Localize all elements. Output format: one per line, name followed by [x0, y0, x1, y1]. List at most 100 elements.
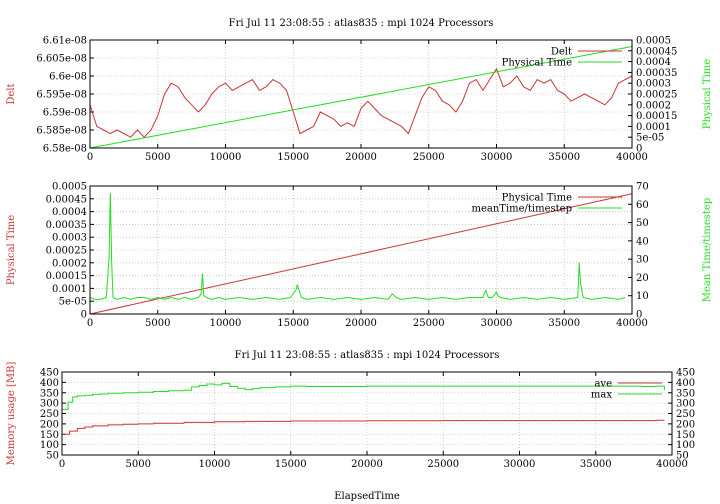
x-tick-label: 25000 — [413, 152, 445, 163]
series-line-delt — [89, 68, 633, 138]
y-tick-label: 0.00035 — [46, 220, 87, 231]
x-tick-label: 15000 — [277, 318, 309, 329]
series-line-physical-time — [89, 46, 633, 149]
y2-tick-label: 0.0001 — [636, 122, 671, 133]
y-tick-label: 6.61e-08 — [43, 36, 87, 47]
x-tick-label: 25000 — [413, 318, 445, 329]
y2-tick-label: 250 — [676, 409, 695, 420]
x-tick-label: 30000 — [481, 152, 513, 163]
x-tick-label: 0 — [59, 459, 65, 470]
y2-tick-label: 350 — [676, 388, 695, 399]
y2-tick-label: 0 — [636, 144, 642, 155]
y2-tick-label: 0 — [636, 310, 642, 321]
y-tick-label: 0.00045 — [46, 194, 87, 205]
y-tick-label: 0.00015 — [46, 271, 87, 282]
y2-tick-label: 0.0002 — [636, 100, 671, 111]
y2-axis-label: Mean Time/timestep — [702, 198, 713, 302]
y2-tick-label: 50 — [636, 218, 649, 229]
y-tick-label: 6.605e-08 — [36, 54, 87, 65]
chart-title: Fri Jul 11 23:08:55 : atlas835 : mpi 102… — [235, 350, 500, 361]
y2-tick-label: 150 — [676, 430, 695, 441]
y2-tick-label: 0.0003 — [636, 79, 671, 90]
y-tick-label: 6.58e-08 — [43, 144, 87, 155]
y2-axis-label: Physical Time — [702, 59, 713, 129]
x-tick-label: 5000 — [126, 459, 151, 470]
x-tick-label: 40000 — [616, 318, 648, 329]
x-tick-label: 25000 — [427, 459, 459, 470]
plot-frame — [89, 39, 633, 149]
x-tick-label: 35000 — [548, 318, 580, 329]
y-tick-label: 0.0001 — [52, 284, 87, 295]
x-tick-label: 30000 — [504, 459, 536, 470]
y-tick-label: 6.595e-08 — [36, 90, 87, 101]
y2-tick-label: 30 — [636, 255, 649, 266]
x-tick-label: 0 — [87, 318, 93, 329]
x-tick-label: 5000 — [145, 152, 170, 163]
y-tick-label: 6.6e-08 — [49, 72, 87, 83]
x-tick-label: 10000 — [210, 318, 242, 329]
chart-panel-1: Fri Jul 11 23:08:55 : atlas835 : mpi 102… — [6, 18, 713, 163]
plot-frame — [89, 185, 633, 315]
series-line-physical-time — [89, 193, 633, 315]
y2-tick-label: 200 — [676, 419, 695, 430]
x-tick-label: 20000 — [345, 318, 377, 329]
x-tick-label: 40000 — [656, 459, 688, 470]
y2-tick-label: 400 — [676, 378, 695, 389]
y-tick-label: 150 — [40, 430, 59, 441]
y2-tick-label: 60 — [636, 200, 649, 211]
y-tick-label: 200 — [40, 419, 59, 430]
plot-frame — [61, 371, 673, 456]
y-tick-label: 0 — [81, 310, 87, 321]
y2-tick-label: 20 — [636, 273, 649, 284]
y-tick-label: 450 — [40, 368, 59, 379]
y-tick-label: 0.0003 — [52, 233, 87, 244]
y-axis-label: Delt — [6, 83, 17, 104]
x-tick-label: 20000 — [345, 152, 377, 163]
y2-tick-label: 0.00025 — [636, 90, 677, 101]
y-tick-label: 350 — [40, 388, 59, 399]
x-axis-label: ElapsedTime — [334, 491, 400, 502]
x-tick-label: 30000 — [481, 318, 513, 329]
y-tick-label: 6.585e-08 — [36, 126, 87, 137]
y-axis-label: Physical Time — [6, 215, 17, 285]
y-tick-label: 5e-05 — [59, 297, 87, 308]
y-tick-label: 0.0005 — [52, 182, 87, 193]
x-tick-label: 35000 — [548, 152, 580, 163]
series-line-meantime-timestep — [89, 192, 626, 300]
x-tick-label: 15000 — [277, 152, 309, 163]
legend-label: ave — [594, 379, 612, 390]
y2-tick-label: 450 — [676, 368, 695, 379]
y2-tick-label: 0.00045 — [636, 46, 677, 57]
chart-title: Fri Jul 11 23:08:55 : atlas835 : mpi 102… — [229, 18, 494, 29]
series-line-ave — [62, 419, 665, 435]
y2-tick-label: 0.0005 — [636, 36, 671, 47]
y2-tick-label: 50 — [676, 451, 689, 462]
legend-label: meanTime/timestep — [471, 204, 572, 215]
y-tick-label: 0.0004 — [52, 207, 87, 218]
x-tick-label: 35000 — [580, 459, 612, 470]
x-tick-label: 15000 — [275, 459, 307, 470]
y2-tick-label: 0.00035 — [636, 68, 677, 79]
legend-label: Physical Time — [502, 58, 572, 69]
y-tick-label: 6.59e-08 — [43, 108, 87, 119]
y-tick-label: 400 — [40, 378, 59, 389]
legend-label: max — [591, 390, 612, 401]
x-tick-label: 5000 — [145, 318, 170, 329]
y2-tick-label: 5e-05 — [636, 133, 664, 144]
chart-panel-2: 0 5000 10000 15000 20000 25000 30000 35000 40000… — [6, 182, 713, 330]
x-tick-label: 0 — [87, 152, 93, 163]
y-tick-label: 300 — [40, 399, 59, 410]
y-tick-label: 250 — [40, 409, 59, 420]
y-tick-label: 0.00025 — [46, 246, 87, 257]
y2-tick-label: 300 — [676, 399, 695, 410]
y2-tick-label: 0.00015 — [636, 111, 677, 122]
series-line-max — [62, 382, 665, 410]
y-tick-label: 0.0002 — [52, 258, 87, 269]
x-tick-label: 10000 — [199, 459, 231, 470]
x-tick-label: 40000 — [616, 152, 648, 163]
y2-tick-label: 100 — [676, 440, 695, 451]
chart-panel-3: Fri Jul 11 23:08:55 : atlas835 : mpi 102… — [6, 350, 695, 502]
x-tick-label: 10000 — [210, 152, 242, 163]
y-tick-label: 100 — [40, 440, 59, 451]
